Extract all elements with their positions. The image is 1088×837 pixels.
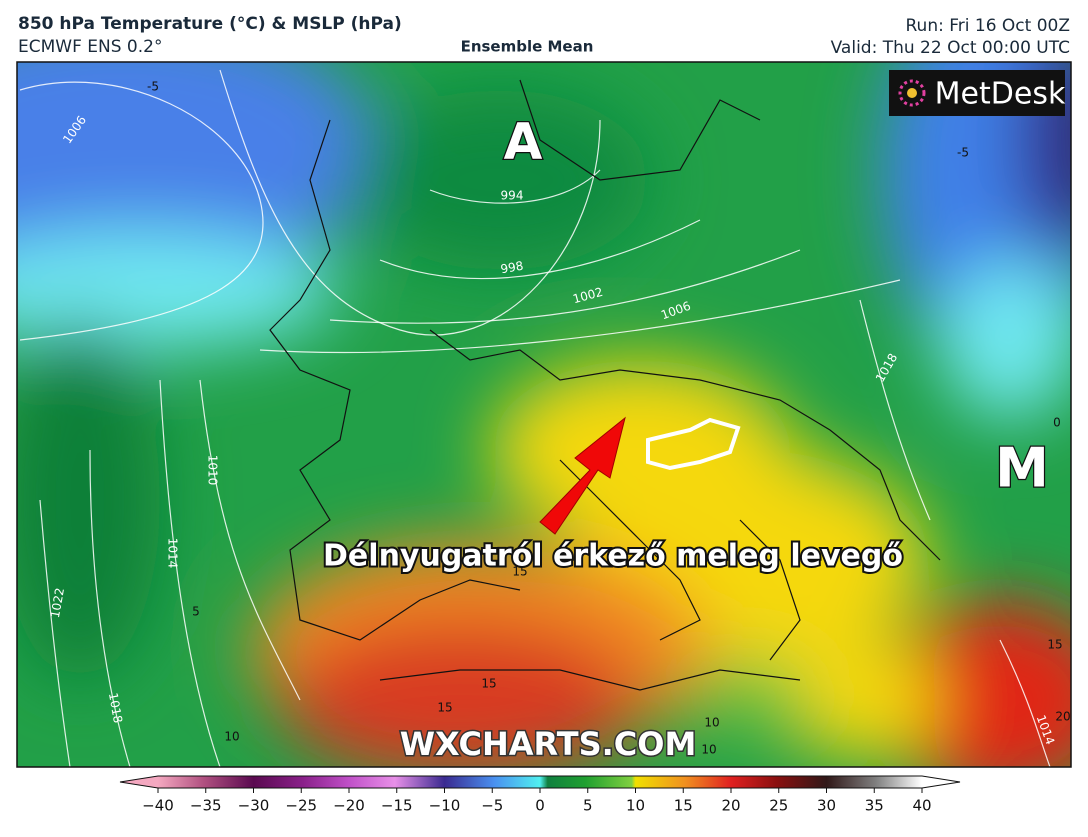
isotherm-label: 15: [481, 677, 496, 691]
colorbar-tick-label: 25: [769, 797, 788, 815]
product: Ensemble Mean: [461, 38, 594, 56]
colorbar-tick-label: −35: [190, 797, 222, 815]
colorbar-tick-label: 10: [626, 797, 645, 815]
isotherm-label: 15: [437, 701, 452, 715]
model: ECMWF ENS 0.2°: [18, 37, 162, 57]
colorbar-tick-label: −20: [333, 797, 365, 815]
isotherm-label: -5: [147, 80, 159, 94]
isotherm-label: 10: [701, 743, 716, 757]
colorbar: [119, 775, 961, 789]
logo-text: MetDesk: [935, 77, 1066, 112]
colorbar-tick-label: −30: [238, 797, 270, 815]
colorbar-tick-label: 30: [817, 797, 836, 815]
colorbar-tick-label: 15: [674, 797, 693, 815]
colorbar-tick-label: 40: [912, 797, 931, 815]
colorbar-tick-label: −15: [381, 797, 413, 815]
colorbar-tick-label: 5: [583, 797, 593, 815]
title: 850 hPa Temperature (°C) & MSLP (hPa): [18, 14, 402, 34]
colorbar-tick-label: −10: [429, 797, 461, 815]
isotherm-label: 10: [704, 716, 719, 730]
logo-icon: [898, 79, 926, 107]
isobar-label: 1022: [48, 587, 67, 620]
valid-time: Valid: Thu 22 Oct 00:00 UTC: [831, 38, 1070, 58]
watermark: WXCHARTS.COM: [400, 725, 697, 763]
arrow: [539, 416, 626, 535]
logo-box: [889, 70, 1065, 116]
isotherm-label: -5: [957, 146, 969, 160]
colorbar-tick-label: −25: [285, 797, 317, 815]
isotherm-label: 15: [512, 565, 527, 579]
colorbar-tick-label: 35: [865, 797, 884, 815]
isotherm-label: 0: [1053, 416, 1061, 430]
low-pressure-label: A: [504, 113, 543, 171]
isotherm-label: 10: [224, 730, 239, 744]
isotherm-label: 15: [1047, 638, 1062, 652]
high-pressure-label: M: [995, 437, 1049, 500]
annotation: Délnyugatról érkező meleg levegő: [323, 539, 903, 574]
colorbar-tick-label: 0: [535, 797, 545, 815]
colorbar-tick-label: −40: [142, 797, 174, 815]
hungary-outline: [646, 417, 741, 471]
isobar-label: 1014: [166, 538, 180, 569]
isobar-label: 998: [499, 259, 524, 277]
map-field: [17, 62, 1071, 767]
isobar-label: 1018: [106, 692, 125, 725]
isobar-label: 1010: [206, 455, 220, 486]
run-time: Run: Fri 16 Oct 00Z: [906, 16, 1071, 36]
isobar-label: 994: [501, 189, 524, 203]
isotherm-label: 20: [1055, 710, 1070, 724]
colorbar-tick-label: 20: [721, 797, 740, 815]
colorbar-tick-label: −5: [481, 797, 503, 815]
isotherm-label: 5: [192, 605, 200, 619]
map-frame: [16, 61, 1072, 768]
